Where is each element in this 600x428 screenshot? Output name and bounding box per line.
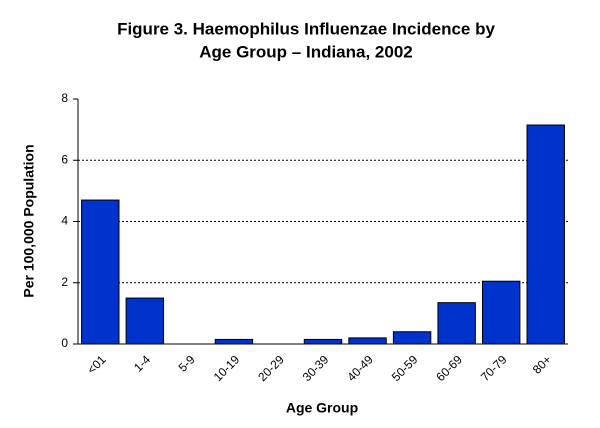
x-tick-label: 1-4 xyxy=(131,352,153,374)
bar xyxy=(303,338,343,345)
bar xyxy=(348,337,387,345)
x-tick-label: <01 xyxy=(84,352,109,377)
x-tick-label: 50-59 xyxy=(389,352,421,384)
y-tick-label: 8 xyxy=(61,91,68,105)
bar xyxy=(214,338,254,345)
x-tick-label: 10-19 xyxy=(211,352,243,384)
bar xyxy=(125,297,165,345)
x-tick-label: 70-79 xyxy=(478,352,510,384)
bar xyxy=(81,199,120,345)
bar xyxy=(481,280,521,345)
bar xyxy=(392,331,432,345)
x-tick-label: 40-49 xyxy=(344,352,376,384)
x-tick-label: 60-69 xyxy=(433,352,465,384)
y-tick-label: 0 xyxy=(61,336,68,350)
x-tick-label: 20-29 xyxy=(255,352,287,384)
bar xyxy=(437,302,476,345)
x-axis-title: Age Group xyxy=(286,400,358,416)
bar xyxy=(526,124,565,345)
y-tick-label: 4 xyxy=(61,214,68,228)
y-tick-label: 6 xyxy=(61,152,68,166)
y-axis-title: Per 100,000 Population xyxy=(21,144,37,297)
x-tick-label: 80+ xyxy=(530,352,554,376)
y-tick-label: 2 xyxy=(61,275,68,289)
x-tick-label: 5-9 xyxy=(176,352,198,374)
chart-title: Figure 3. Haemophilus Influenzae Inciden… xyxy=(117,19,495,38)
chart-title: Age Group – Indiana, 2002 xyxy=(199,42,413,61)
x-tick-label: 30-39 xyxy=(300,352,332,384)
